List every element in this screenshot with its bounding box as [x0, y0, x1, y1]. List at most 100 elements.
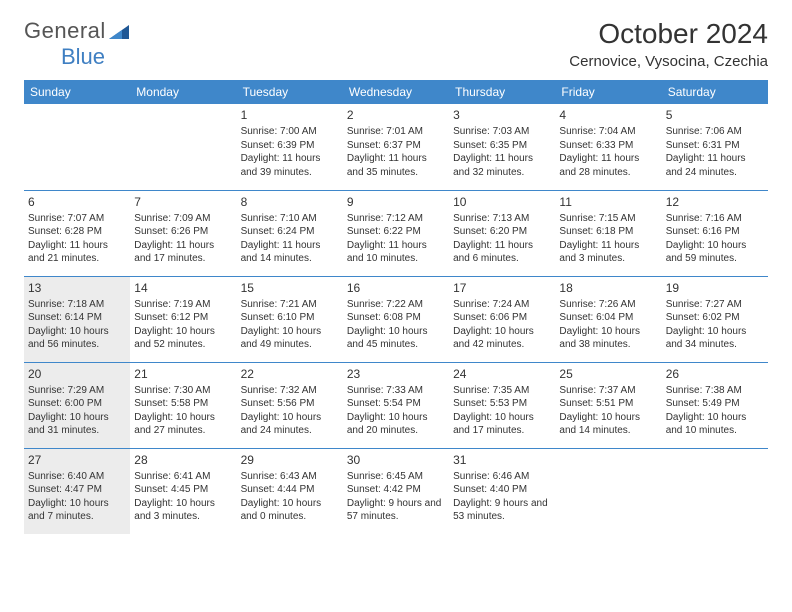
dayname-header: Wednesday — [343, 80, 449, 104]
day-number: 2 — [347, 107, 445, 123]
day-info: Sunrise: 7:30 AMSunset: 5:58 PMDaylight:… — [134, 384, 232, 438]
calendar-day-cell: 21Sunrise: 7:30 AMSunset: 5:58 PMDayligh… — [130, 362, 236, 448]
sunset-line: Sunset: 6:10 PM — [241, 311, 339, 325]
sunrise-line: Sunrise: 7:00 AM — [241, 125, 339, 139]
day-info: Sunrise: 7:26 AMSunset: 6:04 PMDaylight:… — [559, 298, 657, 352]
daylight-line: Daylight: 10 hours and 14 minutes. — [559, 411, 657, 438]
day-info: Sunrise: 7:15 AMSunset: 6:18 PMDaylight:… — [559, 212, 657, 266]
calendar-day-cell: 1Sunrise: 7:00 AMSunset: 6:39 PMDaylight… — [237, 104, 343, 190]
logo-triangle-icon — [109, 25, 129, 44]
day-number: 20 — [28, 366, 126, 382]
day-info: Sunrise: 7:06 AMSunset: 6:31 PMDaylight:… — [666, 125, 764, 179]
sunset-line: Sunset: 6:26 PM — [134, 225, 232, 239]
calendar-day-cell: 19Sunrise: 7:27 AMSunset: 6:02 PMDayligh… — [662, 276, 768, 362]
sunrise-line: Sunrise: 7:01 AM — [347, 125, 445, 139]
dayname-header: Tuesday — [237, 80, 343, 104]
title-block: October 2024 Cernovice, Vysocina, Czechi… — [569, 18, 768, 70]
calendar-day-cell: 27Sunrise: 6:40 AMSunset: 4:47 PMDayligh… — [24, 448, 130, 534]
daylight-line: Daylight: 11 hours and 3 minutes. — [559, 239, 657, 266]
sunrise-line: Sunrise: 7:21 AM — [241, 298, 339, 312]
daylight-line: Daylight: 11 hours and 6 minutes. — [453, 239, 551, 266]
sunset-line: Sunset: 4:44 PM — [241, 483, 339, 497]
calendar-day-cell: 25Sunrise: 7:37 AMSunset: 5:51 PMDayligh… — [555, 362, 661, 448]
sunrise-line: Sunrise: 7:10 AM — [241, 212, 339, 226]
daylight-line: Daylight: 10 hours and 10 minutes. — [666, 411, 764, 438]
calendar-day-cell: 14Sunrise: 7:19 AMSunset: 6:12 PMDayligh… — [130, 276, 236, 362]
day-info: Sunrise: 6:41 AMSunset: 4:45 PMDaylight:… — [134, 470, 232, 524]
day-info: Sunrise: 7:27 AMSunset: 6:02 PMDaylight:… — [666, 298, 764, 352]
daylight-line: Daylight: 10 hours and 59 minutes. — [666, 239, 764, 266]
calendar-day-cell: 11Sunrise: 7:15 AMSunset: 6:18 PMDayligh… — [555, 190, 661, 276]
day-number: 8 — [241, 194, 339, 210]
sunset-line: Sunset: 6:04 PM — [559, 311, 657, 325]
sunrise-line: Sunrise: 6:45 AM — [347, 470, 445, 484]
calendar-day-cell — [662, 448, 768, 534]
day-info: Sunrise: 6:43 AMSunset: 4:44 PMDaylight:… — [241, 470, 339, 524]
calendar-day-cell: 31Sunrise: 6:46 AMSunset: 4:40 PMDayligh… — [449, 448, 555, 534]
daylight-line: Daylight: 11 hours and 39 minutes. — [241, 152, 339, 179]
day-number: 29 — [241, 452, 339, 468]
sunset-line: Sunset: 4:40 PM — [453, 483, 551, 497]
daylight-line: Daylight: 11 hours and 21 minutes. — [28, 239, 126, 266]
day-number: 7 — [134, 194, 232, 210]
day-number: 30 — [347, 452, 445, 468]
dayname-header: Monday — [130, 80, 236, 104]
calendar-day-cell: 22Sunrise: 7:32 AMSunset: 5:56 PMDayligh… — [237, 362, 343, 448]
calendar-day-cell: 15Sunrise: 7:21 AMSunset: 6:10 PMDayligh… — [237, 276, 343, 362]
dayname-header: Friday — [555, 80, 661, 104]
calendar-day-cell: 26Sunrise: 7:38 AMSunset: 5:49 PMDayligh… — [662, 362, 768, 448]
calendar-day-cell: 10 Sunrise: 7:13 AMSunset: 6:20 PMDayligh… — [449, 190, 555, 276]
sunset-line: Sunset: 5:56 PM — [241, 397, 339, 411]
day-info: Sunrise: 7:10 AMSunset: 6:24 PMDaylight:… — [241, 212, 339, 266]
daylight-line: Daylight: 10 hours and 3 minutes. — [134, 497, 232, 524]
day-number: 6 — [28, 194, 126, 210]
sunrise-line: Sunrise: 7:07 AM — [28, 212, 126, 226]
sunset-line: Sunset: 6:33 PM — [559, 139, 657, 153]
calendar-week-row: 6Sunrise: 7:07 AMSunset: 6:28 PMDaylight… — [24, 190, 768, 276]
calendar-week-row: 13Sunrise: 7:18 AMSunset: 6:14 PMDayligh… — [24, 276, 768, 362]
day-info: Sunrise: 7:07 AMSunset: 6:28 PMDaylight:… — [28, 212, 126, 266]
day-info: Sunrise: 7:35 AMSunset: 5:53 PMDaylight:… — [453, 384, 551, 438]
sunrise-line: Sunrise: 7:22 AM — [347, 298, 445, 312]
day-number: 28 — [134, 452, 232, 468]
dayname-header: Saturday — [662, 80, 768, 104]
day-info: Sunrise: 7:03 AMSunset: 6:35 PMDaylight:… — [453, 125, 551, 179]
day-number: 9 — [347, 194, 445, 210]
calendar-day-cell: 7Sunrise: 7:09 AMSunset: 6:26 PMDaylight… — [130, 190, 236, 276]
header: GeneralBlue October 2024 Cernovice, Vyso… — [24, 18, 768, 70]
day-number: 26 — [666, 366, 764, 382]
daylight-line: Daylight: 10 hours and 52 minutes. — [134, 325, 232, 352]
calendar-day-cell: 28 Sunrise: 6:41 AMSunset: 4:45 PMDayligh… — [130, 448, 236, 534]
sunset-line: Sunset: 6:28 PM — [28, 225, 126, 239]
day-info: Sunrise: 7:16 AMSunset: 6:16 PMDaylight:… — [666, 212, 764, 266]
sunrise-line: Sunrise: 7:27 AM — [666, 298, 764, 312]
calendar-day-cell: 5Sunrise: 7:06 AMSunset: 6:31 PMDaylight… — [662, 104, 768, 190]
calendar-day-cell: 2Sunrise: 7:01 AMSunset: 6:37 PMDaylight… — [343, 104, 449, 190]
sunset-line: Sunset: 6:20 PM — [453, 225, 551, 239]
daylight-line: Daylight: 10 hours and 45 minutes. — [347, 325, 445, 352]
day-number: 10 — [453, 194, 551, 210]
daylight-line: Daylight: 11 hours and 17 minutes. — [134, 239, 232, 266]
day-info: Sunrise: 7:12 AMSunset: 6:22 PMDaylight:… — [347, 212, 445, 266]
calendar-day-cell — [555, 448, 661, 534]
sunset-line: Sunset: 6:02 PM — [666, 311, 764, 325]
sunset-line: Sunset: 6:35 PM — [453, 139, 551, 153]
logo-text-general: General — [24, 18, 106, 44]
sunrise-line: Sunrise: 7:13 AM — [453, 212, 551, 226]
day-number: 25 — [559, 366, 657, 382]
sunset-line: Sunset: 5:58 PM — [134, 397, 232, 411]
daylight-line: Daylight: 10 hours and 24 minutes. — [241, 411, 339, 438]
day-number: 31 — [453, 452, 551, 468]
sunrise-line: Sunrise: 7:18 AM — [28, 298, 126, 312]
sunrise-line: Sunrise: 7:38 AM — [666, 384, 764, 398]
day-number: 15 — [241, 280, 339, 296]
daylight-line: Daylight: 9 hours and 53 minutes. — [453, 497, 551, 524]
calendar-day-cell: 6 Sunrise: 7:07 AMSunset: 6:28 PMDaylight… — [24, 190, 130, 276]
sunset-line: Sunset: 6:18 PM — [559, 225, 657, 239]
sunrise-line: Sunrise: 7:30 AM — [134, 384, 232, 398]
sunrise-line: Sunrise: 7:32 AM — [241, 384, 339, 398]
sunrise-line: Sunrise: 7:15 AM — [559, 212, 657, 226]
daylight-line: Daylight: 11 hours and 32 minutes. — [453, 152, 551, 179]
day-info: Sunrise: 7:24 AMSunset: 6:06 PMDaylight:… — [453, 298, 551, 352]
sunset-line: Sunset: 6:37 PM — [347, 139, 445, 153]
